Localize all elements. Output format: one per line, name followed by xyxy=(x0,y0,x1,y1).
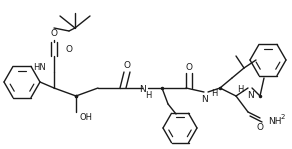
Text: H: H xyxy=(145,90,151,100)
Text: O: O xyxy=(66,45,73,53)
Text: N: N xyxy=(201,96,208,104)
Text: O: O xyxy=(51,30,58,38)
Text: HN: HN xyxy=(33,62,46,72)
Text: NH: NH xyxy=(268,118,281,127)
Text: OH: OH xyxy=(79,114,92,122)
Text: H: H xyxy=(238,86,244,94)
Text: H: H xyxy=(211,90,217,98)
Text: O: O xyxy=(124,62,131,70)
Text: 2: 2 xyxy=(281,114,285,120)
Text: O: O xyxy=(256,124,263,132)
Text: N: N xyxy=(140,84,146,94)
Text: N: N xyxy=(247,91,253,100)
Text: O: O xyxy=(185,62,192,72)
